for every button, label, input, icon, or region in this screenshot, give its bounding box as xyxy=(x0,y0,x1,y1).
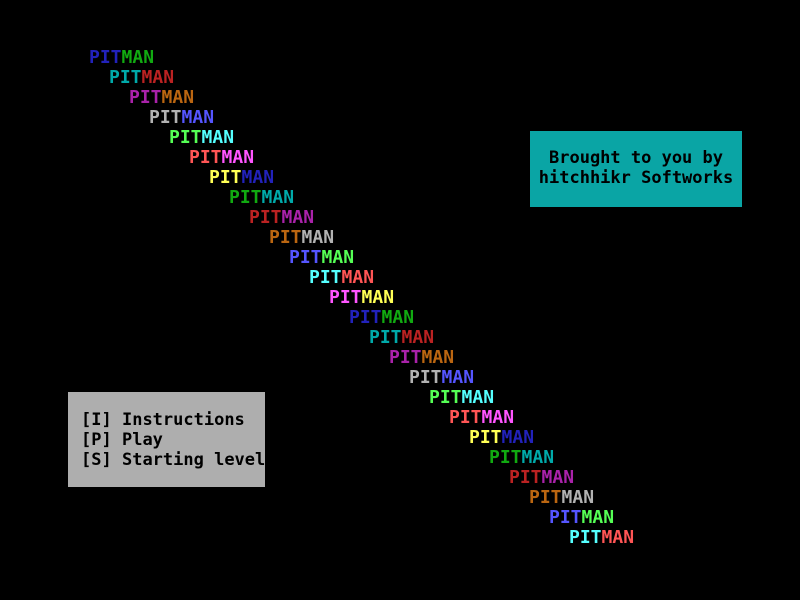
menu-item-instructions[interactable]: [I] Instructions xyxy=(81,410,265,430)
credits-line-1: Brought to you by xyxy=(549,148,723,168)
pitman-man-text: MAN xyxy=(561,487,595,508)
pitman-man-text: MAN xyxy=(481,407,515,428)
pitman-man-text: MAN xyxy=(261,187,295,208)
pitman-title-line: PITMAN xyxy=(289,247,355,268)
pitman-man-text: MAN xyxy=(321,247,355,268)
menu-box: [I] Instructions [P] Play [S] Starting l… xyxy=(68,392,265,487)
pitman-pit-text: PIT xyxy=(109,67,142,88)
pitman-pit-text: PIT xyxy=(489,447,522,468)
pitman-man-text: MAN xyxy=(141,67,175,88)
pitman-man-text: MAN xyxy=(381,307,415,328)
pitman-man-text: MAN xyxy=(581,507,615,528)
pitman-pit-text: PIT xyxy=(189,147,222,168)
pitman-title-line: PITMAN xyxy=(149,107,215,128)
pitman-pit-text: PIT xyxy=(249,207,282,228)
pitman-title-line: PITMAN xyxy=(209,167,275,188)
menu-label-starting-level: Starting level xyxy=(121,450,266,470)
pitman-pit-text: PIT xyxy=(529,487,562,508)
pitman-man-text: MAN xyxy=(161,87,195,108)
pitman-pit-text: PIT xyxy=(549,507,582,528)
pitman-title-line: PITMAN xyxy=(569,527,635,548)
pitman-title-line: PITMAN xyxy=(169,127,235,148)
pitman-title-line: PITMAN xyxy=(389,347,455,368)
pitman-man-text: MAN xyxy=(601,527,635,548)
pitman-man-text: MAN xyxy=(241,167,275,188)
pitman-man-text: MAN xyxy=(401,327,435,348)
credits-line-2: hitchhikr Softworks xyxy=(538,168,734,188)
pitman-title-line: PITMAN xyxy=(529,487,595,508)
pitman-pit-text: PIT xyxy=(269,227,302,248)
pitman-title-line: PITMAN xyxy=(429,387,495,408)
pitman-man-text: MAN xyxy=(361,287,395,308)
pitman-title-line: PITMAN xyxy=(369,327,435,348)
pitman-man-text: MAN xyxy=(521,447,555,468)
pitman-pit-text: PIT xyxy=(129,87,162,108)
pitman-title-line: PITMAN xyxy=(129,87,195,108)
pitman-pit-text: PIT xyxy=(349,307,382,328)
pitman-title-line: PITMAN xyxy=(469,427,535,448)
pitman-man-text: MAN xyxy=(441,367,475,388)
pitman-title-line: PITMAN xyxy=(269,227,335,248)
pitman-man-text: MAN xyxy=(301,227,335,248)
pitman-title-line: PITMAN xyxy=(409,367,475,388)
pitman-title-line: PITMAN xyxy=(349,307,415,328)
pitman-pit-text: PIT xyxy=(289,247,322,268)
pitman-title-line: PITMAN xyxy=(509,467,575,488)
pitman-pit-text: PIT xyxy=(209,167,242,188)
menu-key-play: [P] xyxy=(81,430,112,450)
pitman-man-text: MAN xyxy=(221,147,255,168)
pitman-man-text: MAN xyxy=(341,267,375,288)
pitman-pit-text: PIT xyxy=(149,107,182,128)
pitman-pit-text: PIT xyxy=(369,327,402,348)
pitman-title-line: PITMAN xyxy=(229,187,295,208)
pitman-man-text: MAN xyxy=(121,47,155,68)
pitman-man-text: MAN xyxy=(501,427,535,448)
menu-item-play[interactable]: [P] Play xyxy=(81,430,265,450)
pitman-pit-text: PIT xyxy=(509,467,542,488)
pitman-title-line: PITMAN xyxy=(89,47,155,68)
pitman-title-line: PITMAN xyxy=(309,267,375,288)
pitman-title-line: PITMAN xyxy=(249,207,315,228)
pitman-title-line: PITMAN xyxy=(489,447,555,468)
pitman-man-text: MAN xyxy=(281,207,315,228)
credits-box: Brought to you by hitchhikr Softworks xyxy=(530,131,742,207)
pitman-pit-text: PIT xyxy=(469,427,502,448)
pitman-title-line: PITMAN xyxy=(549,507,615,528)
pitman-title-line: PITMAN xyxy=(109,67,175,88)
pitman-pit-text: PIT xyxy=(389,347,422,368)
pitman-title-line: PITMAN xyxy=(329,287,395,308)
pitman-man-text: MAN xyxy=(201,127,235,148)
menu-label-instructions: Instructions xyxy=(121,410,245,430)
menu-key-instructions: [I] xyxy=(81,410,112,430)
pitman-man-text: MAN xyxy=(421,347,455,368)
pitman-pit-text: PIT xyxy=(429,387,462,408)
pitman-title-line: PITMAN xyxy=(449,407,515,428)
pitman-man-text: MAN xyxy=(181,107,215,128)
menu-label-play: Play xyxy=(121,430,163,450)
pitman-pit-text: PIT xyxy=(169,127,202,148)
pitman-pit-text: PIT xyxy=(409,367,442,388)
pitman-pit-text: PIT xyxy=(329,287,362,308)
pitman-pit-text: PIT xyxy=(569,527,602,548)
menu-key-starting-level: [S] xyxy=(81,450,112,470)
pitman-pit-text: PIT xyxy=(309,267,342,288)
pitman-pit-text: PIT xyxy=(229,187,262,208)
pitman-man-text: MAN xyxy=(461,387,495,408)
menu-item-starting-level[interactable]: [S] Starting level xyxy=(81,450,265,470)
pitman-pit-text: PIT xyxy=(449,407,482,428)
pitman-title-line: PITMAN xyxy=(189,147,255,168)
pitman-man-text: MAN xyxy=(541,467,575,488)
pitman-pit-text: PIT xyxy=(89,47,122,68)
